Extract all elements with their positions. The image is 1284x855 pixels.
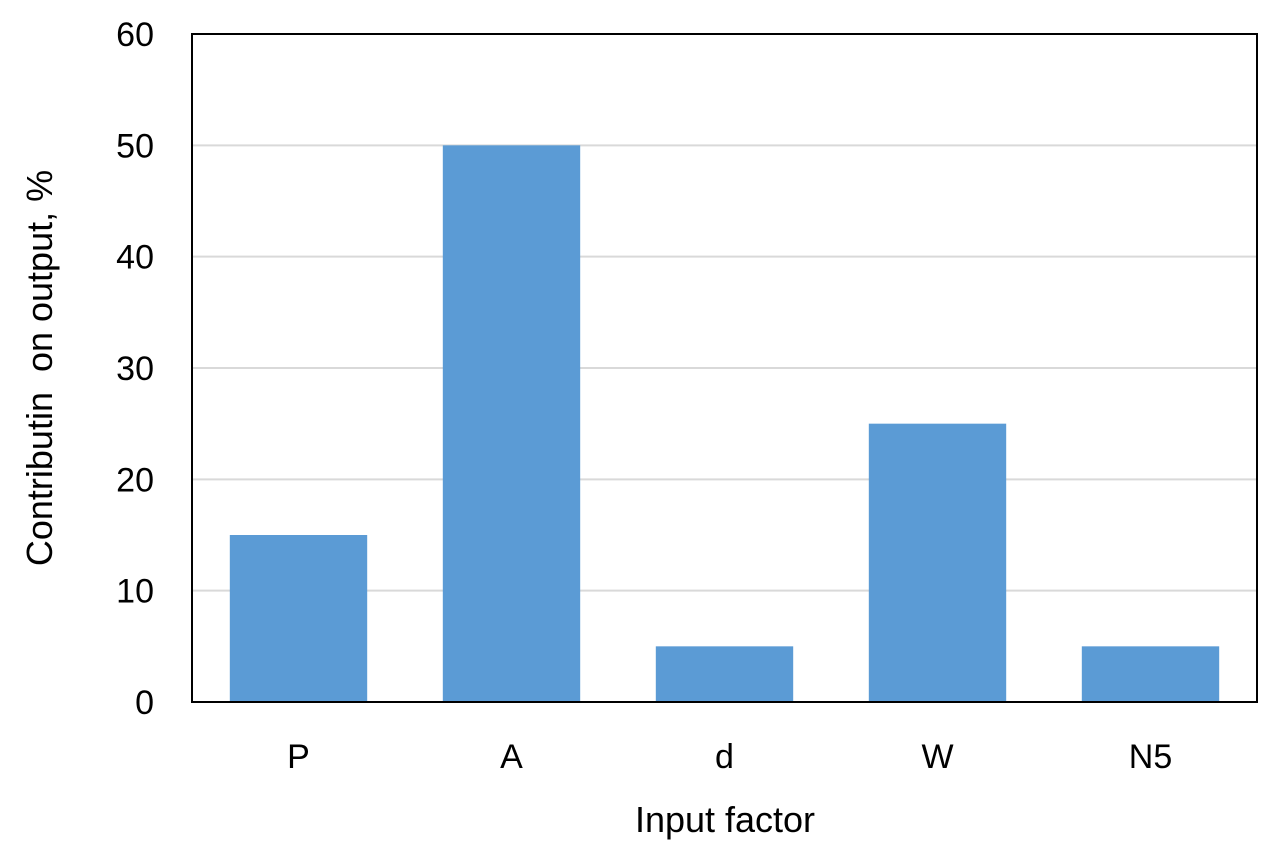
bar-a (442, 145, 581, 703)
plot-frame (191, 33, 1258, 703)
y-tick-label: 40 (116, 239, 154, 277)
x-tick-label: P (287, 738, 310, 776)
bar-n5 (1081, 646, 1220, 702)
y-axis-title: Contributin on output, % (19, 170, 60, 566)
y-tick-label: 30 (116, 350, 154, 388)
x-tick-label: N5 (1129, 738, 1172, 776)
y-tick-label: 0 (135, 684, 154, 722)
x-tick-label: W (921, 738, 953, 776)
y-axis-ticks: 0 10 20 30 40 50 60 (116, 16, 154, 722)
bar-p (229, 535, 368, 702)
y-tick-label: 60 (116, 16, 154, 54)
y-tick-label: 20 (116, 461, 154, 499)
bar-d (655, 646, 794, 702)
bars (229, 145, 1220, 703)
x-axis-title: Input factor (635, 799, 815, 840)
x-tick-label: d (715, 738, 734, 776)
y-tick-label: 10 (116, 573, 154, 611)
x-tick-label: A (500, 738, 523, 776)
bar-w (868, 423, 1007, 702)
gridlines (192, 144, 1257, 592)
y-tick-label: 50 (116, 127, 154, 165)
